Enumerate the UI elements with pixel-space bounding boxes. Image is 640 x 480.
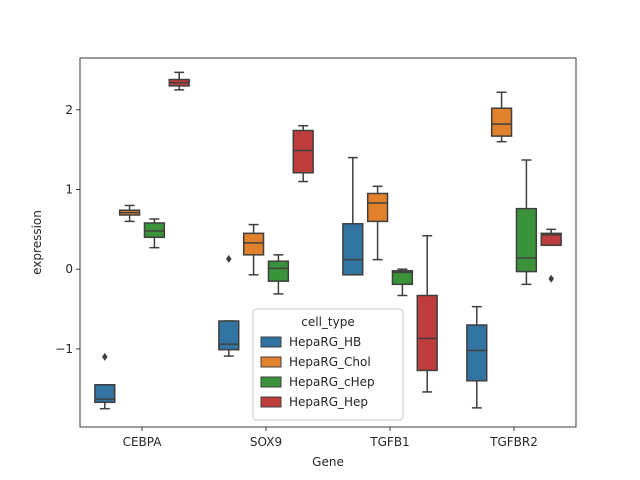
x-tick-label: CEBPA — [123, 435, 163, 449]
box-body — [366, 192, 389, 223]
box-body — [466, 324, 488, 382]
box-HepaRG_cHep-TGFBR2 — [515, 159, 538, 286]
legend-item: HepaRG_cHep — [260, 375, 375, 389]
box-body — [515, 207, 538, 273]
box-body — [94, 384, 116, 404]
legend-frame — [252, 308, 404, 421]
legend-swatch — [260, 356, 282, 368]
x-tick-label: TGFB1 — [369, 435, 409, 449]
flier-point — [102, 352, 108, 361]
flier-point — [226, 254, 232, 263]
box-HepaRG_cHep-SOX9 — [267, 254, 290, 295]
legend-label: HepaRG_Chol — [289, 355, 371, 369]
legend-label: HepaRG_HB — [289, 335, 361, 349]
legend-swatch — [260, 376, 282, 388]
box-HepaRG_HB-SOX9 — [218, 254, 240, 357]
box-body — [540, 232, 562, 247]
legend-label: HepaRG_cHep — [289, 375, 375, 389]
box-HepaRG_Hep-TGFB1 — [416, 234, 438, 393]
box-HepaRG_Hep-SOX9 — [292, 124, 314, 183]
box-HepaRG_HB-TGFB1 — [342, 156, 364, 276]
y-tick-label: 0 — [65, 262, 73, 276]
x-tick-label: TGFBR2 — [489, 435, 538, 449]
box-body — [218, 320, 240, 351]
box-body — [490, 107, 513, 137]
box-HepaRG_cHep-TGFB1 — [391, 268, 414, 297]
box-HepaRG_Chol-TGFB1 — [366, 185, 389, 261]
box-HepaRG_HB-TGFBR2 — [466, 305, 488, 409]
box-HepaRG_cHep-CEBPA — [143, 218, 166, 249]
box-body — [242, 232, 265, 256]
y-axis: −1 0 1 2 — [55, 103, 80, 356]
box-body — [292, 129, 314, 174]
x-axis-label: Gene — [312, 455, 344, 469]
box-body — [342, 223, 364, 276]
legend-item: HepaRG_Hep — [260, 395, 368, 409]
box-HepaRG_Chol-TGFBR2 — [490, 91, 513, 143]
box-body — [267, 260, 290, 282]
plot-frame — [79, 57, 577, 428]
box-body — [143, 222, 166, 239]
box-HepaRG_Hep-TGFBR2 — [540, 228, 562, 283]
legend-swatch — [260, 336, 282, 348]
box-HepaRG_Chol-CEBPA — [118, 204, 141, 223]
y-tick-label: −1 — [55, 342, 73, 356]
box-marks — [94, 71, 562, 410]
x-axis: CEBPA SOX9 TGFB1 TGFBR2 — [123, 427, 538, 449]
x-tick-label: SOX9 — [250, 435, 282, 449]
legend: cell_type HepaRG_HB HepaRG_Chol HepaRG_cHep… — [252, 308, 404, 421]
flier-point — [548, 274, 554, 283]
y-axis-label: expression — [30, 210, 44, 275]
legend-label: HepaRG_Hep — [289, 395, 368, 409]
y-tick-label: 1 — [65, 183, 73, 197]
box-HepaRG_Chol-SOX9 — [242, 223, 265, 276]
box-HepaRG_Hep-CEBPA — [168, 71, 190, 91]
box-body — [391, 270, 414, 286]
box-body — [416, 294, 438, 372]
legend-item: HepaRG_Chol — [260, 355, 371, 369]
legend-item: HepaRG_HB — [260, 335, 361, 349]
legend-swatch — [260, 396, 282, 408]
y-tick-label: 2 — [65, 103, 73, 117]
box-HepaRG_HB-CEBPA — [94, 352, 116, 410]
legend-title: cell_type — [301, 315, 354, 329]
